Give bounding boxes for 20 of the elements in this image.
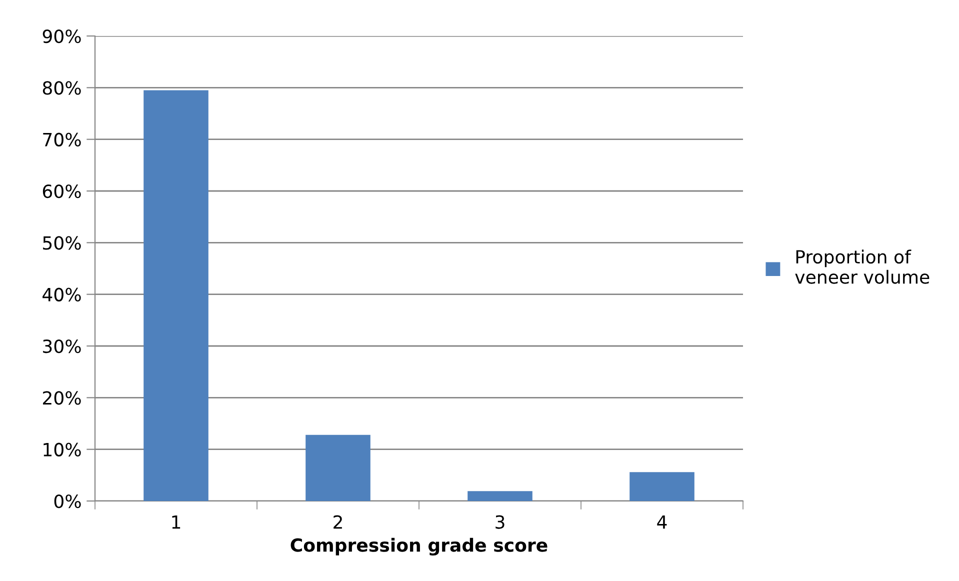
y-tick-label: 10% [44, 442, 81, 456]
y-tick-label: 40% [42, 288, 81, 302]
x-tick-label: 1 [172, 515, 180, 529]
bar [306, 434, 370, 501]
legend-label: Proportion of veneer volume [795, 250, 930, 284]
y-tick-label: 0% [54, 494, 81, 508]
y-tick-label: 70% [43, 132, 81, 146]
bar [468, 491, 532, 501]
y-tick-label: 80% [42, 81, 81, 95]
y-tick-label: 30% [43, 339, 81, 354]
bar [630, 472, 694, 501]
y-tick-label: 20% [42, 391, 81, 405]
y-tick-label: 60% [42, 184, 81, 198]
y-tick-label: 50% [43, 236, 81, 250]
x-tick-label: 2 [334, 515, 342, 529]
x-axis-title: Compression grade score [290, 538, 548, 556]
y-tick-label: 90% [42, 29, 81, 44]
x-tick-label: 4 [657, 515, 667, 529]
x-tick-label: 3 [496, 515, 504, 529]
bar [144, 90, 208, 501]
